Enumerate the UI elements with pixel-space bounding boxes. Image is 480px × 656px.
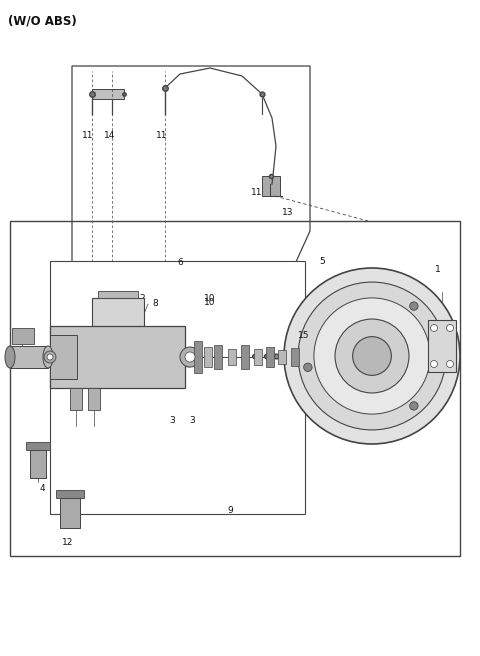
Bar bbox=[60, 498, 80, 528]
Text: 7: 7 bbox=[112, 366, 118, 375]
Bar bbox=[92, 298, 144, 338]
Circle shape bbox=[314, 298, 430, 414]
Bar bbox=[278, 350, 286, 364]
Circle shape bbox=[284, 268, 460, 444]
Circle shape bbox=[185, 352, 195, 362]
Bar bbox=[56, 490, 84, 498]
Circle shape bbox=[47, 354, 53, 360]
Text: 8: 8 bbox=[152, 300, 158, 308]
Text: 1: 1 bbox=[435, 265, 441, 274]
Ellipse shape bbox=[5, 346, 15, 368]
Bar bbox=[70, 388, 82, 410]
Bar bbox=[50, 326, 185, 388]
Bar bbox=[241, 345, 249, 369]
Text: 15: 15 bbox=[298, 331, 310, 340]
Ellipse shape bbox=[43, 346, 53, 368]
Text: 6: 6 bbox=[177, 258, 183, 267]
Circle shape bbox=[431, 325, 437, 331]
Circle shape bbox=[446, 325, 454, 331]
Bar bbox=[92, 89, 124, 99]
Bar bbox=[262, 176, 280, 196]
Circle shape bbox=[44, 351, 56, 363]
Text: 3: 3 bbox=[169, 416, 175, 425]
Text: 10: 10 bbox=[204, 298, 216, 307]
Circle shape bbox=[304, 363, 312, 371]
Text: 14: 14 bbox=[104, 131, 116, 140]
Text: 13: 13 bbox=[282, 208, 293, 217]
Bar bbox=[194, 341, 202, 373]
Bar bbox=[50, 261, 305, 514]
Text: 2: 2 bbox=[139, 298, 145, 307]
Circle shape bbox=[335, 319, 409, 393]
Bar bbox=[428, 320, 456, 372]
Text: 4: 4 bbox=[39, 484, 45, 493]
Text: 11: 11 bbox=[82, 131, 94, 140]
Circle shape bbox=[409, 401, 418, 410]
Circle shape bbox=[353, 337, 391, 375]
Text: 3: 3 bbox=[189, 416, 195, 425]
Circle shape bbox=[180, 347, 200, 367]
Circle shape bbox=[446, 361, 454, 367]
Text: 12: 12 bbox=[14, 333, 26, 342]
Text: 10: 10 bbox=[204, 294, 216, 303]
Text: 7: 7 bbox=[27, 350, 33, 358]
Bar bbox=[10, 346, 48, 368]
Bar bbox=[12, 328, 34, 344]
Text: 5: 5 bbox=[319, 257, 325, 266]
Bar bbox=[88, 388, 100, 410]
Bar bbox=[26, 442, 50, 450]
Bar bbox=[10, 221, 460, 556]
Text: 9: 9 bbox=[227, 506, 233, 515]
Bar bbox=[266, 347, 274, 367]
Bar bbox=[214, 345, 222, 369]
Bar bbox=[254, 349, 262, 365]
Text: (W/O ABS): (W/O ABS) bbox=[8, 14, 77, 27]
Text: 11: 11 bbox=[156, 131, 168, 140]
Bar bbox=[98, 291, 138, 298]
Bar bbox=[228, 349, 236, 365]
Circle shape bbox=[431, 361, 437, 367]
Text: 11: 11 bbox=[251, 188, 262, 197]
Bar bbox=[50, 335, 77, 379]
Bar bbox=[291, 348, 299, 366]
Bar bbox=[204, 347, 212, 367]
Text: 12: 12 bbox=[62, 538, 74, 547]
Circle shape bbox=[409, 302, 418, 310]
Bar bbox=[30, 450, 46, 478]
Circle shape bbox=[298, 282, 446, 430]
Text: 2: 2 bbox=[139, 294, 145, 303]
